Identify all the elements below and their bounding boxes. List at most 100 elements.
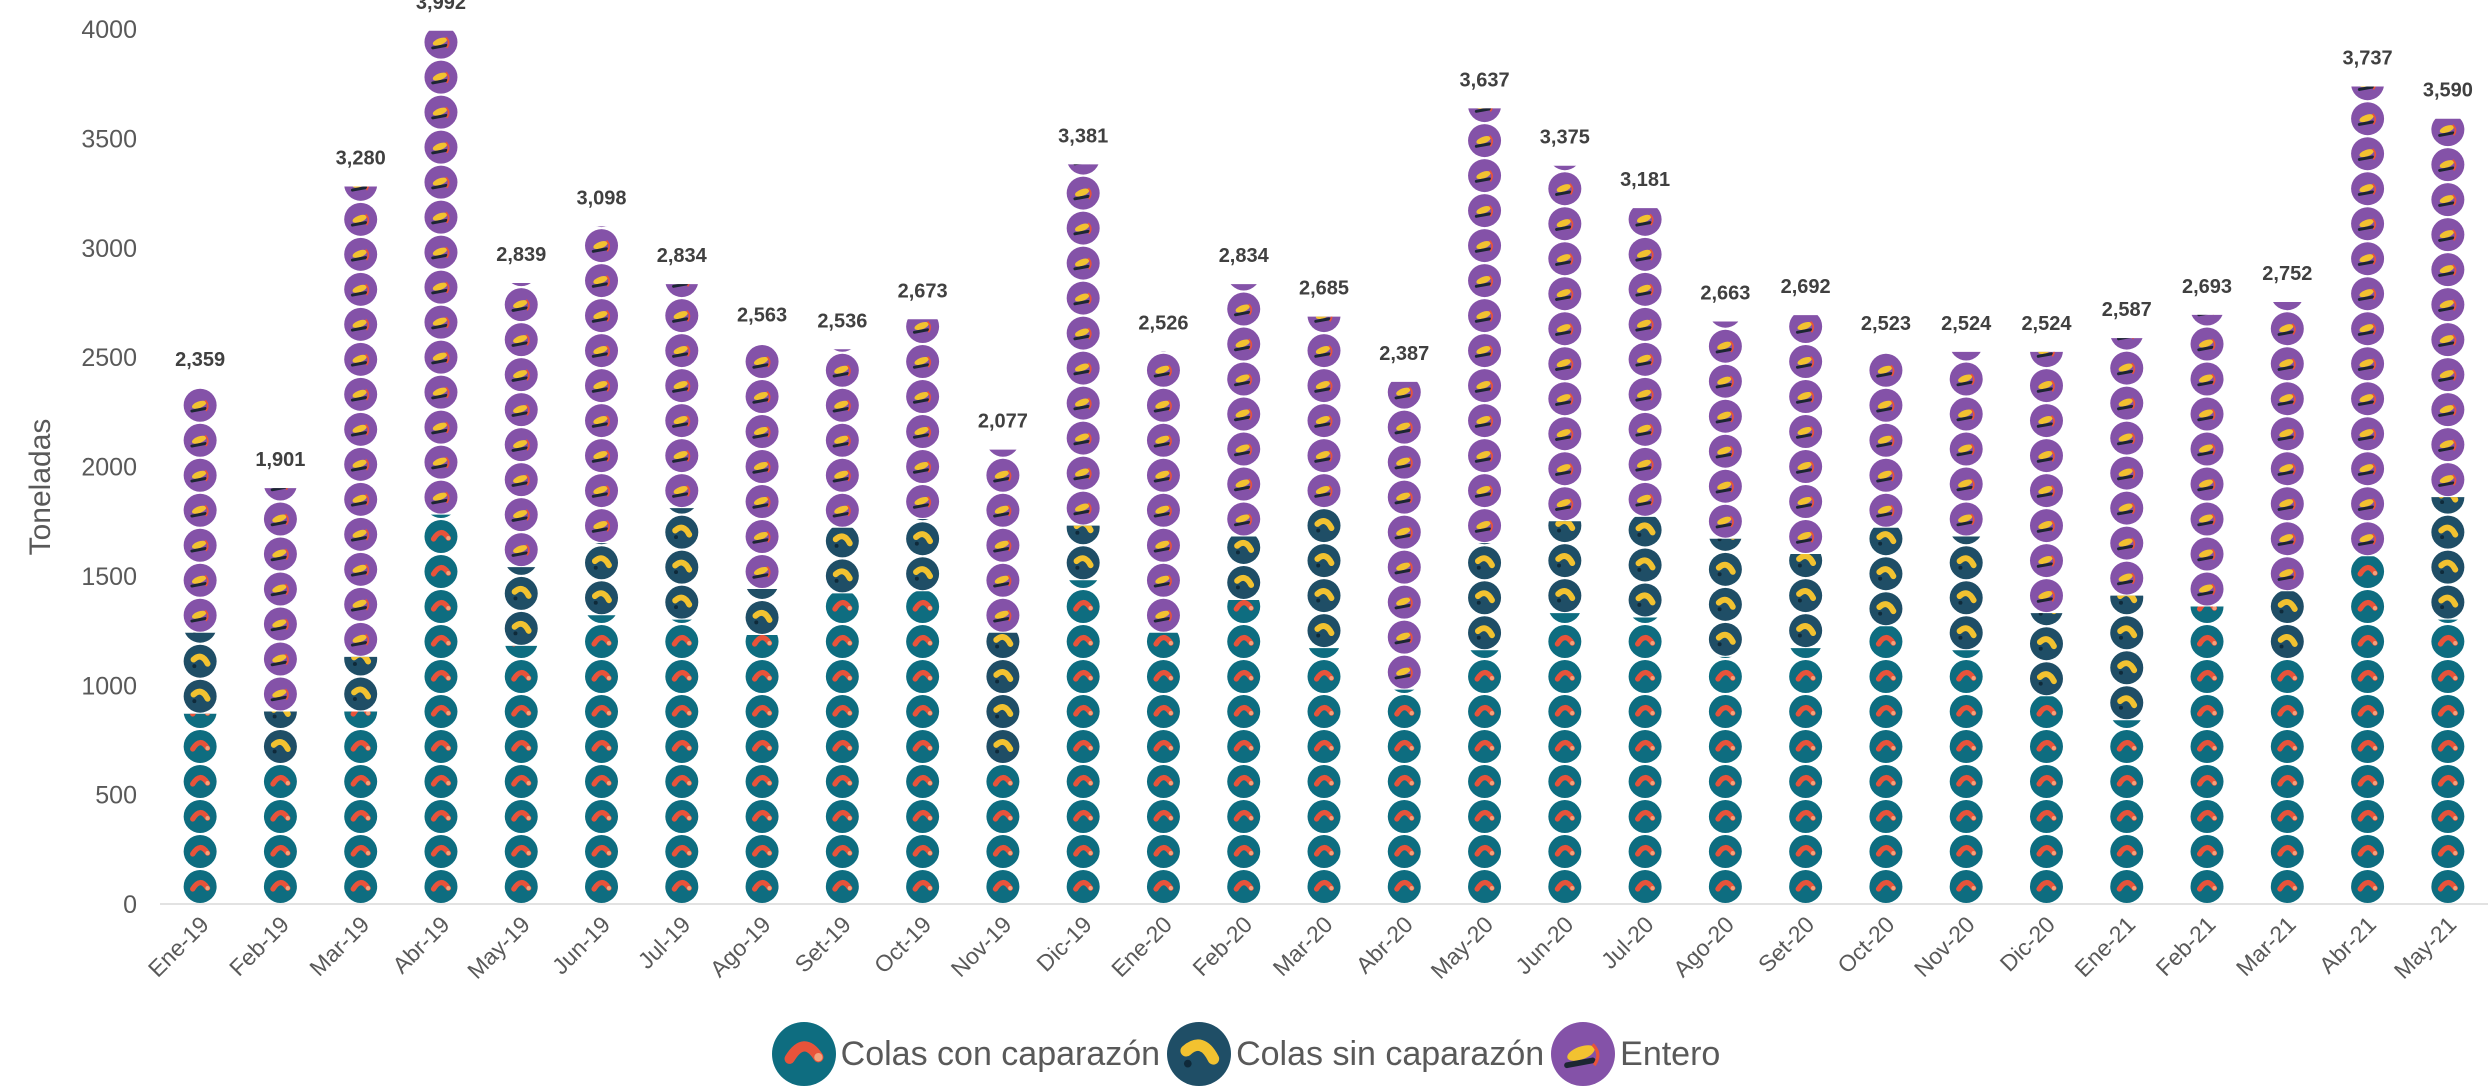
whole-shrimp-icon xyxy=(1548,172,1582,206)
whole-shrimp-icon xyxy=(1066,246,1100,280)
whole-shrimp-icon xyxy=(2029,369,2063,403)
shrimp-tail-shell-icon xyxy=(585,625,619,658)
whole-shrimp-icon xyxy=(2431,323,2465,357)
shrimp-tail-shell-icon xyxy=(2431,870,2465,903)
bar-segment-shrimp-tail-peeled xyxy=(665,508,699,619)
whole-shrimp-icon xyxy=(1066,456,1100,490)
whole-shrimp-icon xyxy=(1949,362,1983,396)
bar-segment-shrimp-tail-shell xyxy=(504,645,538,903)
bar-segment-shrimp-tail-peeled xyxy=(986,632,1020,763)
shrimp-tail-shell-icon xyxy=(424,625,458,658)
x-tick-label: Set-19 xyxy=(790,911,856,977)
shrimp-tail-shell-icon xyxy=(1628,660,1662,693)
x-tick-label: Nov-19 xyxy=(946,911,1017,982)
shrimp-tail-peeled-icon xyxy=(2110,651,2144,685)
shrimp-tail-shell-icon xyxy=(1708,835,1742,868)
whole-shrimp-icon xyxy=(745,555,779,588)
whole-shrimp-icon xyxy=(2110,351,2144,385)
shrimp-tail-shell-icon xyxy=(1632,617,1658,623)
legend: Colas con caparazón Colas sin caparazón … xyxy=(0,1022,2491,1086)
bar-jul-19 xyxy=(665,284,699,903)
whole-shrimp-icon xyxy=(344,272,378,306)
shrimp-tail-shell-icon xyxy=(424,800,458,833)
shrimp-tail-shell-icon xyxy=(2029,870,2063,903)
shrimp-tail-shell-icon xyxy=(1708,870,1742,903)
shrimp-tail-shell-icon xyxy=(2112,720,2141,728)
whole-shrimp-icon xyxy=(2190,502,2224,536)
total-label: 3,181 xyxy=(1620,169,1670,191)
shrimp-tail-peeled-icon xyxy=(906,557,940,591)
whole-shrimp-icon xyxy=(2351,86,2384,101)
whole-shrimp-icon xyxy=(1789,520,1823,553)
bar-segment-whole-shrimp xyxy=(2431,118,2465,497)
whole-shrimp-icon xyxy=(1468,334,1502,368)
whole-shrimp-icon xyxy=(986,528,1020,562)
shrimp-tail-peeled-icon xyxy=(1468,546,1502,580)
shrimp-tail-shell-icon xyxy=(424,835,458,868)
whole-shrimp-icon xyxy=(2110,561,2144,595)
bar-segment-shrimp-tail-peeled xyxy=(1789,554,1823,648)
shrimp-tail-shell-icon xyxy=(745,730,779,763)
shrimp-tail-shell-icon xyxy=(183,800,217,833)
x-tick-label: Oct-20 xyxy=(1832,911,1899,978)
bar-segment-whole-shrimp xyxy=(825,349,859,527)
whole-shrimp-icon xyxy=(665,439,699,473)
whole-shrimp-icon xyxy=(1468,264,1502,298)
shrimp-tail-shell-icon xyxy=(2351,660,2385,693)
shrimp-tail-shell-icon xyxy=(1307,765,1341,798)
whole-shrimp-icon xyxy=(2351,487,2385,521)
total-label: 2,387 xyxy=(1379,343,1429,365)
shrimp-tail-peeled-icon xyxy=(669,508,695,514)
whole-shrimp-icon xyxy=(1307,316,1341,333)
shrimp-tail-shell-icon xyxy=(1227,599,1261,623)
x-tick-label: Jul-20 xyxy=(1596,911,1659,974)
shrimp-tail-shell-icon xyxy=(183,713,217,728)
whole-shrimp-icon xyxy=(2351,522,2385,556)
whole-shrimp-icon xyxy=(263,607,297,641)
whole-shrimp-icon xyxy=(986,563,1020,597)
whole-shrimp-icon xyxy=(665,404,699,438)
whole-shrimp-icon xyxy=(2431,253,2465,287)
bar-feb-20 xyxy=(1227,284,1261,903)
bar-ago-19 xyxy=(745,345,779,903)
shrimp-tail-shell-icon xyxy=(1227,625,1261,658)
whole-shrimp-icon xyxy=(2110,421,2144,455)
shrimp-tail-shell-icon xyxy=(2431,625,2465,658)
shrimp-tail-shell-icon xyxy=(1066,660,1100,693)
whole-shrimp-icon xyxy=(424,30,458,59)
y-tick-label: 3500 xyxy=(81,125,137,153)
whole-shrimp-icon xyxy=(1146,458,1180,492)
shrimp-tail-peeled-icon xyxy=(1628,548,1662,582)
shrimp-tail-shell-icon xyxy=(1869,695,1903,728)
whole-shrimp-icon xyxy=(1628,377,1662,411)
whole-shrimp-icon xyxy=(1468,474,1502,508)
shrimp-tail-shell-icon xyxy=(1628,835,1662,868)
bar-segment-whole-shrimp xyxy=(1548,165,1582,521)
shrimp-tail-shell-icon xyxy=(344,730,378,763)
y-tick-label: 4000 xyxy=(81,16,137,44)
shrimp-tail-shell-icon xyxy=(1869,660,1903,693)
whole-shrimp-icon xyxy=(2190,537,2224,571)
whole-shrimp-icon xyxy=(183,388,217,422)
shrimp-tail-shell-icon xyxy=(906,730,940,763)
whole-shrimp-icon xyxy=(2351,312,2385,346)
total-label: 1,901 xyxy=(255,449,305,471)
whole-shrimp-icon xyxy=(1468,108,1501,123)
whole-shrimp-icon xyxy=(504,288,538,322)
shrimp-tail-shell-icon xyxy=(263,800,297,833)
shrimp-tail-shell-icon xyxy=(1066,870,1100,903)
shrimp-tail-shell-icon xyxy=(1066,625,1100,658)
whole-shrimp-icon xyxy=(745,485,779,518)
shrimp-tail-shell-icon xyxy=(1066,800,1100,833)
bar-oct-19 xyxy=(906,319,940,903)
whole-shrimp-icon xyxy=(585,299,619,333)
bar-segment-whole-shrimp xyxy=(183,388,217,632)
shrimp-tail-peeled-icon xyxy=(1709,538,1742,551)
bar-segment-shrimp-tail-shell xyxy=(1066,580,1100,903)
shrimp-tail-shell-icon xyxy=(1066,765,1100,798)
shrimp-tail-shell-icon xyxy=(1468,870,1502,903)
x-tick-label: Ene-19 xyxy=(143,911,214,982)
whole-shrimp-icon xyxy=(585,229,619,263)
whole-shrimp-icon xyxy=(183,458,217,492)
whole-shrimp-icon xyxy=(511,282,531,287)
